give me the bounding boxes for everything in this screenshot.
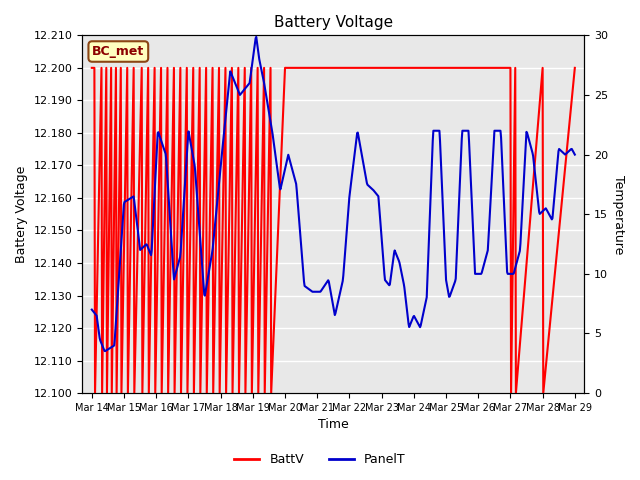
- PanelT: [382, 278, 390, 284]
- X-axis label: Time: Time: [318, 419, 349, 432]
- Line: PanelT: PanelT: [92, 37, 575, 351]
- BattV: [171, 390, 179, 396]
- PanelT: [370, 188, 378, 193]
- BattV: [511, 65, 519, 71]
- Line: BattV: BattV: [92, 68, 575, 393]
- BattV: [88, 65, 95, 71]
- BattV: [91, 390, 99, 396]
- PanelT: [571, 152, 579, 157]
- Text: BC_met: BC_met: [92, 45, 145, 58]
- PanelT: [101, 348, 109, 354]
- PanelT: [505, 271, 513, 277]
- BattV: [183, 65, 191, 71]
- Y-axis label: Battery Voltage: Battery Voltage: [15, 166, 28, 263]
- BattV: [571, 65, 579, 71]
- PanelT: [118, 228, 126, 234]
- BattV: [117, 65, 125, 71]
- PanelT: [397, 266, 404, 272]
- BattV: [248, 65, 255, 71]
- PanelT: [456, 192, 463, 198]
- Title: Battery Voltage: Battery Voltage: [274, 15, 393, 30]
- PanelT: [252, 34, 260, 40]
- BattV: [112, 65, 120, 71]
- PanelT: [88, 307, 95, 312]
- Y-axis label: Temperature: Temperature: [612, 175, 625, 254]
- Legend: BattV, PanelT: BattV, PanelT: [229, 448, 411, 471]
